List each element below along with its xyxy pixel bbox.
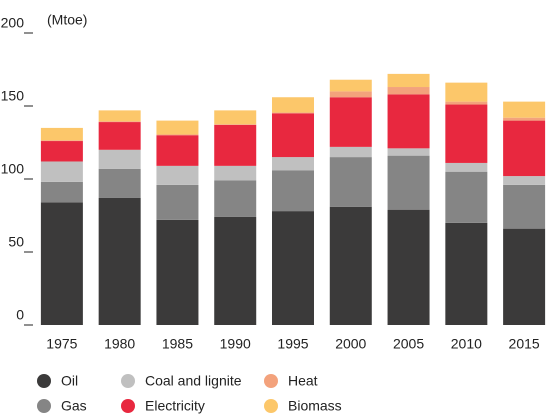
bar-segment xyxy=(445,162,488,172)
bar-segment xyxy=(387,94,430,149)
bar-segment xyxy=(156,165,199,185)
bar-segment xyxy=(503,228,546,325)
bar-segment xyxy=(503,176,546,185)
bar-segment xyxy=(272,157,314,171)
legend-label: Electricity xyxy=(145,398,205,414)
legend-swatch xyxy=(264,374,278,388)
bar-segment xyxy=(272,211,314,325)
legend-label: Heat xyxy=(288,373,318,389)
bar-segment xyxy=(40,140,83,142)
y-tick-label: 0 xyxy=(16,307,24,323)
bar-segment xyxy=(387,87,430,95)
bar-segment xyxy=(387,155,430,210)
legend-swatch xyxy=(37,374,51,388)
bar-segment xyxy=(214,124,257,166)
bar-segment xyxy=(329,79,372,92)
bar-segment xyxy=(98,110,141,122)
bar-segment xyxy=(98,197,141,325)
legend-swatch xyxy=(121,399,135,413)
bar-segment xyxy=(272,113,314,158)
bar-segment xyxy=(214,180,257,217)
bar-segment xyxy=(40,127,83,141)
bar-segment xyxy=(156,135,199,166)
bar-segment xyxy=(445,222,488,325)
bar-segment xyxy=(387,148,430,156)
bar-segment xyxy=(445,82,488,102)
bar-segment xyxy=(387,73,430,88)
legend-label: Biomass xyxy=(288,398,342,414)
bar-segment xyxy=(40,202,83,325)
y-tick-label: 50 xyxy=(8,234,24,250)
x-tick-label: 1975 xyxy=(46,336,77,352)
bar-segment xyxy=(156,219,199,325)
bar-segment xyxy=(329,97,372,147)
bar-segment xyxy=(98,122,141,150)
x-tick-label: 2015 xyxy=(509,336,540,352)
bar-segment xyxy=(503,101,546,118)
bar-segment xyxy=(503,120,546,177)
bar-segment xyxy=(329,146,372,158)
y-tick-label: 100 xyxy=(1,161,25,177)
bar-segment xyxy=(214,110,257,125)
bar-segment xyxy=(40,181,83,203)
legend-swatch xyxy=(264,399,278,413)
y-tick-label: 200 xyxy=(1,15,25,31)
bar-segment xyxy=(40,141,83,162)
x-tick-label: 1995 xyxy=(277,336,308,352)
bar-segment xyxy=(272,97,314,113)
bar-segment xyxy=(503,117,546,121)
bar-segment xyxy=(445,171,488,223)
x-tick-label: 1990 xyxy=(220,336,251,352)
bar-segment xyxy=(387,209,430,325)
bar-segment xyxy=(272,112,314,114)
legend-swatch xyxy=(37,399,51,413)
legend-label: Coal and lignite xyxy=(145,373,242,389)
y-tick-label: 150 xyxy=(1,88,25,104)
x-tick-label: 2000 xyxy=(335,336,366,352)
x-tick-label: 2010 xyxy=(451,336,482,352)
bar-segment xyxy=(272,170,314,212)
bar-segment xyxy=(503,184,546,229)
bar-segment xyxy=(156,134,199,136)
legend-label: Oil xyxy=(61,373,78,389)
bar-segment xyxy=(445,104,488,163)
bar-segment xyxy=(40,161,83,182)
bar-segment xyxy=(98,149,141,169)
bar-segment xyxy=(329,91,372,98)
bar-segment xyxy=(214,165,257,181)
bar-segment xyxy=(329,206,372,325)
y-axis-label: (Mtoe) xyxy=(47,12,87,28)
bar-segment xyxy=(98,168,141,198)
bar-segment xyxy=(214,216,257,325)
bar-segment xyxy=(156,184,199,220)
x-tick-label: 2005 xyxy=(393,336,424,352)
bar-segment xyxy=(156,120,199,135)
legend-label: Gas xyxy=(61,398,87,414)
legend-swatch xyxy=(121,374,135,388)
bar-segment xyxy=(214,124,257,125)
bar-segment xyxy=(445,101,488,105)
x-tick-label: 1985 xyxy=(162,336,193,352)
bar-segment xyxy=(98,121,141,123)
bar-segment xyxy=(329,157,372,207)
x-tick-label: 1980 xyxy=(104,336,135,352)
